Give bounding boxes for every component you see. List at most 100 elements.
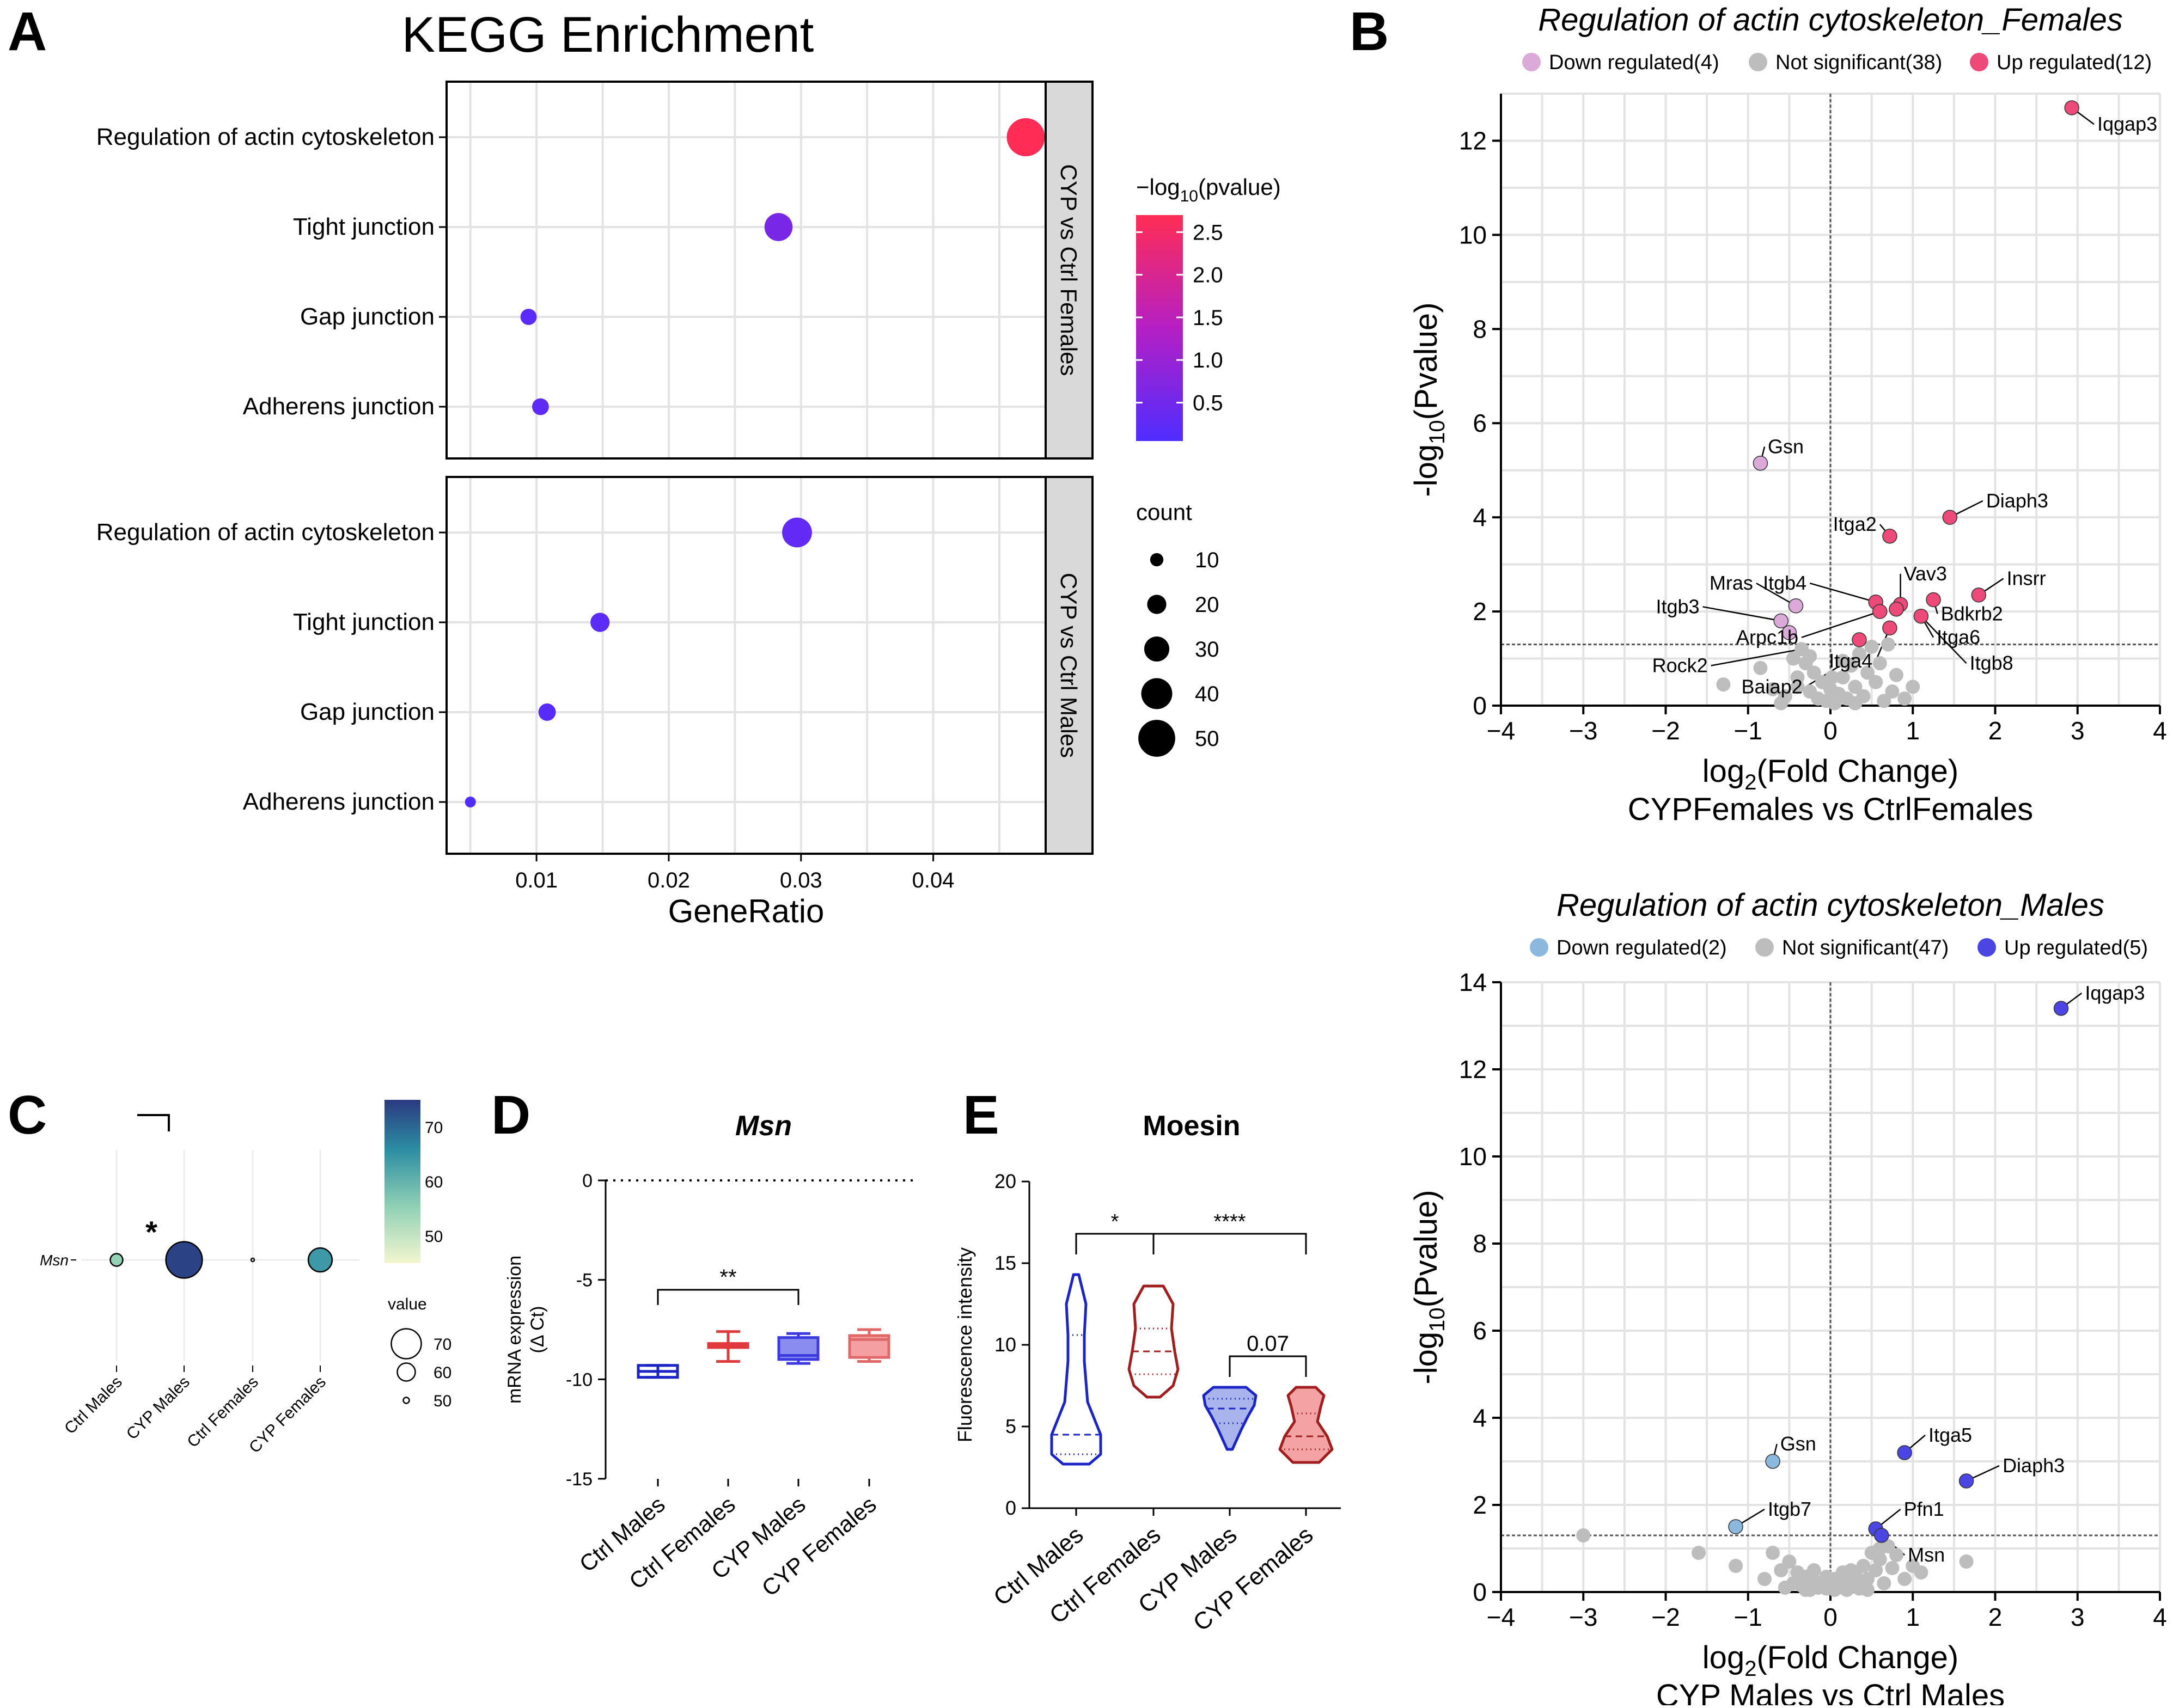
x-tick-label: 2 xyxy=(1988,1603,2003,1631)
e-sig-bracket xyxy=(1152,1233,1307,1254)
volcano-point-ns xyxy=(1885,684,1900,699)
volcano-point-ns xyxy=(1786,651,1800,666)
volcano-point-ns xyxy=(1827,1572,1842,1586)
volcano-point-ns xyxy=(1835,653,1850,668)
color-legend-label: 0.5 xyxy=(1193,391,1223,415)
c-size-legend-label: 50 xyxy=(434,1392,451,1410)
e-sig-bracket xyxy=(1075,1233,1155,1254)
gene-label-iqgap3: Iqgap3 xyxy=(2085,982,2145,1004)
c-bubble-ctrl-males xyxy=(109,1253,124,1267)
volcano-point-ns xyxy=(1872,656,1887,671)
d-title: Msn xyxy=(735,1110,792,1142)
panel-letter-d: D xyxy=(491,1085,530,1146)
size-legend-label: 20 xyxy=(1195,593,1219,617)
volcano-point-ns xyxy=(1840,1583,1854,1597)
e-sig-bracket xyxy=(1229,1355,1307,1377)
legend-label-up: Up regulated(12) xyxy=(1997,51,2152,74)
y-axis-title: -log10(Pvalue) xyxy=(1408,302,1449,497)
x-tick-label: 2 xyxy=(1988,717,2003,745)
c-gene-label: Msn xyxy=(40,1252,69,1269)
c-bubble-ctrl-females xyxy=(250,1257,255,1263)
c-x-label-ctrl-males: Ctrl Males xyxy=(61,1373,126,1438)
enrichment-point-adherens-junction xyxy=(465,797,476,807)
e-y-axis-title: Fluorescence intensity xyxy=(954,1247,976,1442)
gene-label-itgb8: Itgb8 xyxy=(1970,652,2013,674)
volcano-point-ns xyxy=(1729,1559,1743,1573)
x-tick-label: 3 xyxy=(2071,717,2085,745)
term-label-adherens-junction: Adherens junction xyxy=(243,393,435,420)
c-color-legend-bar xyxy=(384,1100,420,1263)
x-tick-label: 1 xyxy=(1906,1603,1920,1631)
size-legend-dot xyxy=(1150,553,1164,567)
volcano-point-down xyxy=(1765,1454,1780,1469)
legend-dot-ns xyxy=(1749,53,1767,71)
c-size-legend-dot xyxy=(402,1397,410,1404)
x-tick-label: −4 xyxy=(1487,717,1515,745)
e-violin-cyp-females xyxy=(1278,1386,1334,1464)
size-legend-title: count xyxy=(1136,499,1192,525)
gene-label-diaph3: Diaph3 xyxy=(1986,489,2048,512)
volcano-point-down xyxy=(1788,598,1804,614)
volcano-point-ns xyxy=(1889,668,1903,682)
gene-label-mras: Mras xyxy=(1710,572,1753,594)
enrichment-point-adherens-junction xyxy=(532,398,549,415)
volcano-point-ns xyxy=(1897,1572,1912,1586)
d-y-axis-subtitle: (Δ Ct) xyxy=(527,1306,548,1354)
color-legend-label: 2.5 xyxy=(1193,221,1223,244)
volcano-point-down xyxy=(1753,455,1768,471)
x-axis-title: GeneRatio xyxy=(668,893,825,929)
c-color-legend-label: 60 xyxy=(425,1173,443,1191)
label-connector xyxy=(1702,606,1781,622)
volcano-point-ns xyxy=(1806,1563,1821,1577)
label-connector xyxy=(1756,583,1797,607)
volcano-point-ns xyxy=(1782,1554,1797,1569)
term-label-tight-junction: Tight junction xyxy=(293,213,435,240)
gene-label-itga4: Itga4 xyxy=(1829,650,1872,672)
panel-letter-e: E xyxy=(963,1085,999,1146)
enrichment-point-gap-junction xyxy=(520,309,537,325)
y-tick-label: 8 xyxy=(1473,1229,1487,1258)
y-tick-label: 14 xyxy=(1459,968,1487,996)
kegg-title: KEGG Enrichment xyxy=(402,7,814,63)
gene-label-itga2: Itga2 xyxy=(1833,513,1877,535)
volcano-point-ns xyxy=(1885,1561,1900,1575)
volcano-point-up xyxy=(1882,620,1897,636)
c-size-legend-title: value xyxy=(388,1295,427,1313)
volcano-point-ns xyxy=(1852,646,1866,661)
volcano-point-ns xyxy=(1914,1565,1928,1580)
enrichment-point-tight-junction xyxy=(764,213,793,241)
gene-label-bdkrb2: Bdkrb2 xyxy=(1941,602,2003,625)
volcano-point-ns xyxy=(1872,1541,1887,1556)
legend-dot-down xyxy=(1530,938,1548,957)
y-tick-label: 10 xyxy=(1459,1142,1487,1171)
gene-label-vav3: Vav3 xyxy=(1904,562,1947,585)
color-legend-label: 1.5 xyxy=(1193,306,1223,330)
facet-strip-males xyxy=(1045,476,1094,855)
x-tick-label: 0.02 xyxy=(648,868,690,892)
volcano-point-ns xyxy=(1766,682,1780,696)
gene-label-insrr: Insrr xyxy=(2007,567,2046,590)
term-label-gap-junction: Gap junction xyxy=(300,303,435,330)
volcano-point-ns xyxy=(1881,637,1895,652)
e-y-tick-label: 15 xyxy=(994,1252,1016,1274)
term-label-adherens-junction: Adherens junction xyxy=(243,788,435,815)
size-legend-label: 40 xyxy=(1195,682,1219,706)
x-tick-label: −3 xyxy=(1569,717,1597,745)
volcano-point-ns xyxy=(1848,679,1863,694)
volcano-point-ns xyxy=(1757,1572,1772,1586)
volcano-point-ns xyxy=(1877,1576,1891,1590)
y-tick-label: 10 xyxy=(1459,221,1487,249)
volcano-point-ns xyxy=(1692,1546,1706,1560)
legend-label-down: Down regulated(2) xyxy=(1556,936,1727,959)
volcano-point-ns xyxy=(1860,1583,1875,1597)
legend-label-ns: Not significant(38) xyxy=(1775,51,1942,74)
x-tick-label: −1 xyxy=(1734,1603,1762,1631)
gene-label-itgb4: Itgb4 xyxy=(1763,572,1806,594)
color-legend-title: −log10(pvalue) xyxy=(1136,174,1281,205)
c-x-label-cyp-males: CYP Males xyxy=(123,1373,193,1443)
label-connector xyxy=(1711,648,1802,666)
term-label-regulation-of-actin-cytoskeleton: Regulation of actin cytoskeleton xyxy=(96,124,435,150)
volcano-point-ns xyxy=(1798,1583,1813,1597)
enrichment-point-gap-junction xyxy=(538,703,556,721)
